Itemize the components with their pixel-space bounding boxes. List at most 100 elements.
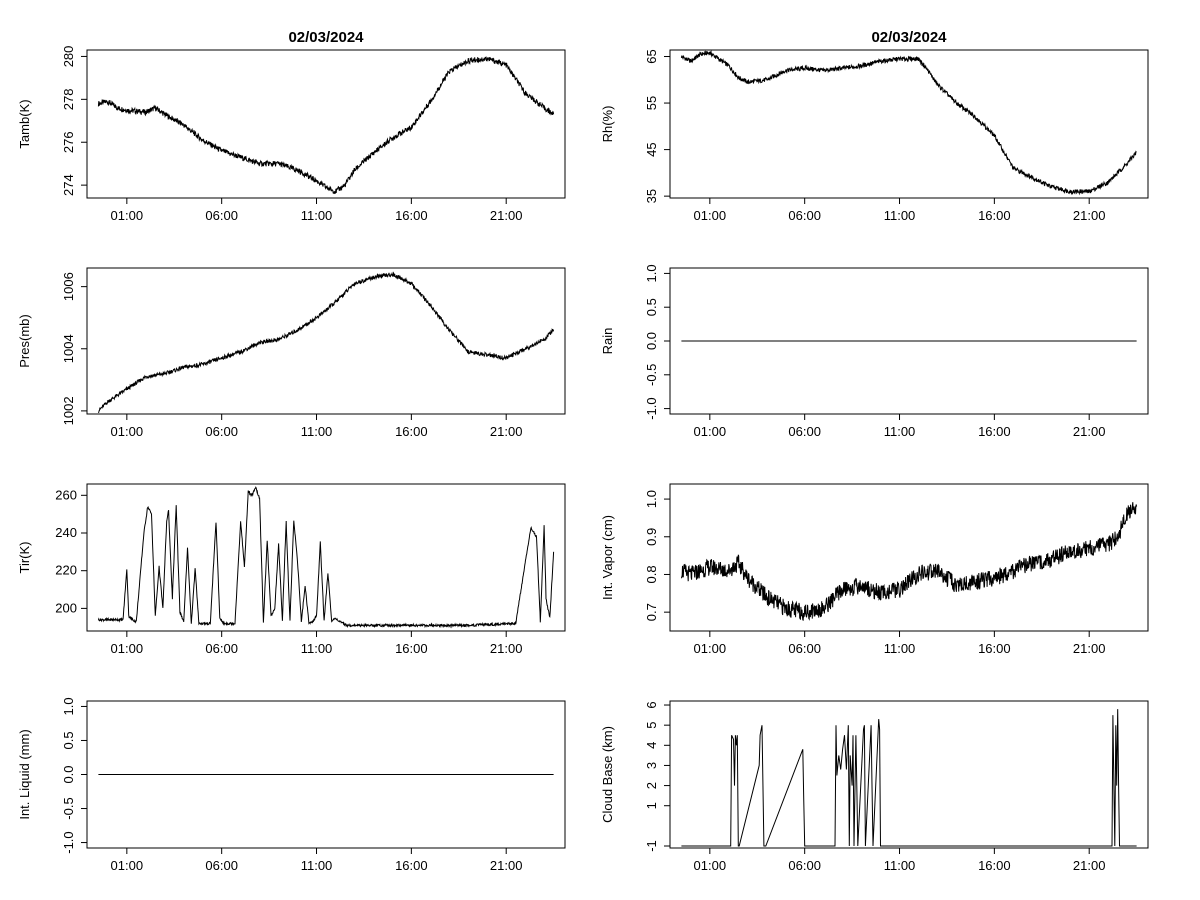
y-tick-label: 2 [644, 782, 659, 789]
panel-1: 02/03/2024 01:00 06:00 11:00 16:00 21:00 35 45 5… [600, 29, 1149, 223]
y-axis-label: Tir(K) [17, 541, 32, 573]
x-tick-label: 21:00 [490, 208, 523, 223]
series-line [97, 56, 555, 195]
y-tick-label: 0.0 [61, 765, 76, 783]
x-tick-label: 16:00 [395, 208, 428, 223]
panel-2: 01:00 06:00 11:00 16:00 21:00 1002 1004 1006 Pre… [17, 267, 566, 439]
y-tick-label: 3 [644, 762, 659, 769]
x-tick-label: 16:00 [978, 208, 1011, 223]
x-tick-label: 06:00 [205, 858, 238, 873]
y-tick-label: 260 [55, 487, 77, 502]
y-tick-label: 4 [644, 742, 659, 749]
y-axis-label: Int. Vapor (cm) [600, 515, 615, 600]
x-tick-label: 21:00 [1073, 858, 1106, 873]
y-tick-label: -0.5 [644, 364, 659, 386]
panel-0: 02/03/2024 01:00 06:00 11:00 16:00 21:00 274 27… [17, 29, 566, 223]
series-line [97, 486, 555, 629]
y-tick-label: 35 [644, 189, 659, 203]
y-tick-label: 274 [61, 174, 76, 196]
series-line [97, 271, 555, 414]
x-tick-label: 11:00 [301, 641, 333, 656]
x-tick-label: 01:00 [694, 858, 727, 873]
y-tick-label: 0.7 [644, 603, 659, 621]
x-tick-label: 01:00 [111, 641, 144, 656]
x-tick-label: 11:00 [884, 208, 916, 223]
y-axis-label: Rain [600, 328, 615, 355]
y-tick-label: 1.0 [644, 490, 659, 508]
y-tick-label: 1006 [61, 272, 76, 301]
x-tick-label: 21:00 [490, 424, 523, 439]
y-tick-label: 1004 [61, 334, 76, 363]
x-tick-label: 16:00 [978, 424, 1011, 439]
x-tick-label: 06:00 [205, 424, 238, 439]
series-line [680, 50, 1137, 196]
y-tick-label: 5 [644, 722, 659, 729]
x-tick-label: 01:00 [694, 424, 727, 439]
x-tick-label: 06:00 [788, 424, 821, 439]
plot-frame [669, 49, 1149, 199]
x-tick-label: 16:00 [978, 858, 1011, 873]
y-tick-label: 1.0 [61, 697, 76, 715]
x-tick-label: 11:00 [301, 858, 333, 873]
panel-5: 01:00 06:00 11:00 16:00 21:00 0.7 0.8 0.9 1.0 Int… [600, 483, 1149, 656]
x-tick-label: 06:00 [788, 641, 821, 656]
x-tick-label: 11:00 [301, 208, 333, 223]
y-axis-label: Rh(%) [600, 106, 615, 143]
y-axis-label: Cloud Base (km) [600, 726, 615, 823]
x-tick-label: 21:00 [1073, 208, 1106, 223]
x-tick-label: 21:00 [490, 858, 523, 873]
panel-7: 01:00 06:00 11:00 16:00 21:00 -1 1 2 3 4 5 6 Cloud B… [600, 700, 1149, 873]
y-tick-label: 55 [644, 96, 659, 110]
y-tick-label: 1002 [61, 396, 76, 425]
y-tick-label: -1 [644, 840, 659, 852]
x-tick-label: 06:00 [205, 641, 238, 656]
y-tick-label: 1.0 [644, 264, 659, 282]
y-tick-label: 0.5 [644, 298, 659, 316]
panel-3: 01:00 06:00 11:00 16:00 21:00 -1.0 -0.5 0.0 0.5 1… [600, 264, 1149, 439]
y-tick-label: -1.0 [644, 397, 659, 419]
plot-frame [86, 267, 566, 415]
plot-frame [86, 483, 566, 632]
x-tick-label: 06:00 [205, 208, 238, 223]
y-tick-label: 276 [61, 131, 76, 153]
x-tick-label: 11:00 [884, 858, 916, 873]
plot-frame [669, 700, 1149, 849]
y-axis-label: Tamb(K) [17, 99, 32, 148]
x-tick-label: 21:00 [1073, 424, 1106, 439]
panel-title: 02/03/2024 [871, 29, 947, 46]
panel-title: 02/03/2024 [288, 29, 364, 46]
y-tick-label: -0.5 [61, 797, 76, 819]
x-tick-label: 16:00 [395, 858, 428, 873]
y-tick-label: 0.8 [644, 565, 659, 583]
x-tick-label: 21:00 [490, 641, 523, 656]
x-tick-label: 01:00 [694, 208, 727, 223]
panel-6: 01:00 06:00 11:00 16:00 21:00 -1.0 -0.5 0.0 0.5 1… [17, 697, 566, 873]
x-tick-label: 16:00 [978, 641, 1011, 656]
y-tick-label: 278 [61, 88, 76, 110]
y-axis-label: Pres(mb) [17, 314, 32, 367]
x-tick-label: 01:00 [694, 641, 727, 656]
y-tick-label: 200 [55, 600, 77, 615]
x-tick-label: 06:00 [788, 208, 821, 223]
x-tick-label: 01:00 [111, 208, 144, 223]
y-tick-label: 0.0 [644, 332, 659, 350]
y-tick-label: 45 [644, 142, 659, 156]
y-tick-label: 0.5 [61, 731, 76, 749]
x-tick-label: 16:00 [395, 641, 428, 656]
x-tick-label: 11:00 [301, 424, 333, 439]
x-tick-label: 21:00 [1073, 641, 1106, 656]
panel-4: 01:00 06:00 11:00 16:00 21:00 200 220 240 260 Tir… [17, 483, 566, 656]
y-tick-label: 6 [644, 701, 659, 708]
series-line [681, 709, 1137, 847]
y-axis-label: Int. Liquid (mm) [17, 729, 32, 819]
x-tick-label: 11:00 [884, 424, 916, 439]
y-tick-label: 240 [55, 525, 77, 540]
plot-frame [86, 49, 566, 199]
series-line [680, 502, 1138, 621]
y-tick-label: 1 [644, 802, 659, 809]
y-tick-label: 65 [644, 49, 659, 63]
x-tick-label: 11:00 [884, 641, 916, 656]
x-tick-label: 16:00 [395, 424, 428, 439]
y-tick-label: -1.0 [61, 831, 76, 853]
